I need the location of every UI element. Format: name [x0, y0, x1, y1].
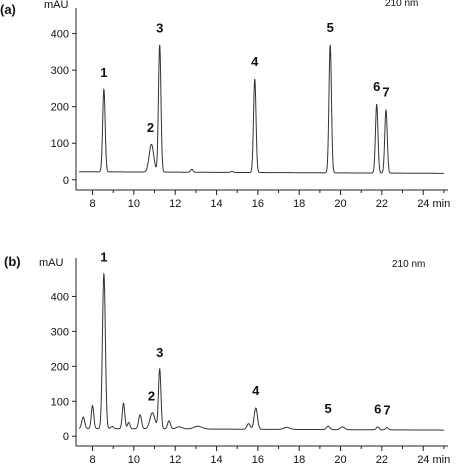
panel-b-peak-label-1: 1 [100, 250, 107, 265]
panel-a-x-tick-label: 24 min [417, 198, 450, 210]
panel-a-x-tick-label: 20 [334, 198, 346, 210]
panel-a-peak-labels: 1 2 3 4 5 6 7 [100, 20, 389, 135]
panel-b-peak-labels: 1 2 3 4 5 6 7 [100, 250, 390, 418]
panel-b-chromatogram-trace [78, 272, 444, 431]
panel-b-ylabel: mAU [39, 257, 64, 269]
panel-a-peak-label-3: 3 [156, 21, 163, 36]
panel-a-y-tick-label: 100 [51, 138, 69, 150]
panel-b-peak-label-5: 5 [325, 401, 332, 416]
panel-b-y-tick-label: 100 [51, 396, 69, 408]
panel-b-x-tick-label: 20 [334, 454, 346, 466]
panel-b-peak-label-6: 6 [374, 402, 381, 417]
panel-a-peak-label-6: 6 [373, 79, 380, 94]
panel-b-x-tick-label: 16 [252, 454, 264, 466]
panel-b-x-tick-label: 24 min [417, 454, 450, 466]
panel-a-wavelength: 210 nm [385, 0, 418, 9]
panel-b-peak-label-2: 2 [148, 388, 155, 403]
panel-a-x-tick-label: 18 [293, 198, 305, 210]
panel-b-peak-label-4: 4 [252, 383, 260, 398]
panel-a-x-tick-label: 12 [169, 198, 181, 210]
panel-a-peak-label-5: 5 [327, 20, 334, 35]
panel-a-peak-label-4: 4 [251, 54, 259, 69]
panel-b-x-tick-label: 8 [89, 454, 95, 466]
panel-b-x-tick-label: 22 [376, 454, 388, 466]
panel-a-y-tick-label: 300 [51, 65, 69, 77]
panel-a-x-tick-label: 14 [210, 198, 222, 210]
panel-b-peak-label-7: 7 [383, 402, 390, 417]
panel-a-y-tick-label: 400 [51, 29, 69, 41]
panel-a-label: (a) [0, 2, 16, 17]
panel-a-ylabel: mAU [44, 0, 69, 11]
panel-b-y-ticks: 0 100 200 300 400 [51, 291, 76, 443]
panel-a-y-ticks: 0 100 200 300 400 [51, 29, 76, 187]
panel-b-y-tick-label: 0 [63, 431, 69, 443]
panel-b-x-tick-label: 10 [128, 454, 140, 466]
panel-b-x-ticks: 8 10 12 14 16 18 20 22 24 min [89, 446, 450, 466]
panel-b-wavelength: 210 nm [392, 259, 425, 270]
panel-a-x-tick-label: 22 [376, 198, 388, 210]
panel-b-y-tick-label: 200 [51, 361, 69, 373]
panel-a-y-tick-label: 200 [51, 102, 69, 114]
panel-b-x-tick-label: 18 [293, 454, 305, 466]
panel-a-y-tick-label: 0 [63, 175, 69, 187]
panel-b-peak-label-3: 3 [156, 345, 163, 360]
panel-a-x-tick-label: 16 [252, 198, 264, 210]
panel-b-x-tick-label: 14 [210, 454, 222, 466]
panel-a-chromatogram-trace [79, 44, 444, 174]
panel-a-x-ticks: 8 10 12 14 16 18 20 22 24 min [89, 190, 450, 210]
panel-b-x-tick-label: 12 [169, 454, 181, 466]
panel-b-label: (b) [4, 254, 21, 269]
panel-a-peak-label-2: 2 [147, 120, 154, 135]
panel-a-peak-label-7: 7 [382, 85, 389, 100]
panel-b-y-tick-label: 400 [51, 291, 69, 303]
panel-a-x-tick-label: 8 [89, 198, 95, 210]
panel-b-y-tick-label: 300 [51, 326, 69, 338]
panel-a-peak-label-1: 1 [100, 65, 107, 80]
panel-a-x-tick-label: 10 [128, 198, 140, 210]
